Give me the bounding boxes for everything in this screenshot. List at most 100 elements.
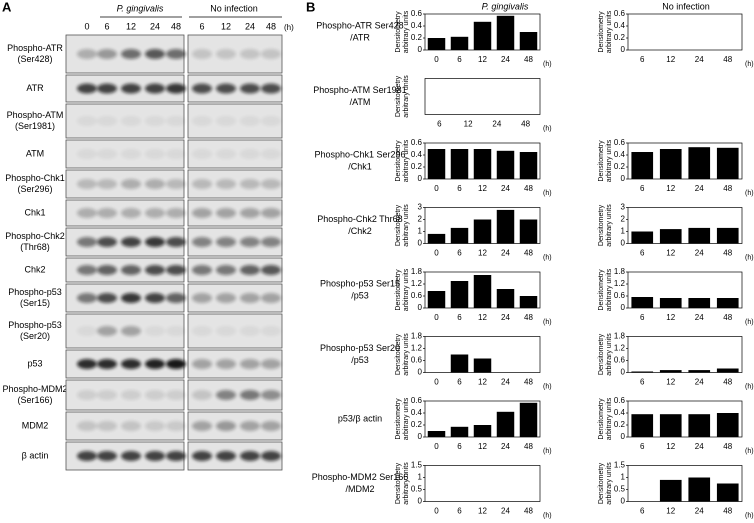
x-tick-label: 24 xyxy=(695,184,704,193)
y-tick-label: 1 xyxy=(621,473,626,482)
band xyxy=(145,237,165,247)
bar xyxy=(496,15,515,51)
time-unit: (h) xyxy=(745,190,754,197)
x-tick-label: 12 xyxy=(478,55,487,64)
lane-label: 12 xyxy=(221,21,231,31)
x-tick-label: 48 xyxy=(723,313,732,322)
row-label: (Ser428) xyxy=(17,54,52,64)
plot-frame xyxy=(627,142,743,180)
y-tick-label: 0.5 xyxy=(614,485,626,494)
row-title: Phospho-MDM2 Ser166 xyxy=(312,472,409,482)
row-label: MDM2 xyxy=(22,420,49,430)
x-tick-label: 6 xyxy=(640,55,645,64)
row-title: Phospho-ATM Ser1981 xyxy=(313,85,406,95)
band xyxy=(77,179,97,189)
x-tick-label: 48 xyxy=(524,442,533,451)
x-tick-label: 12 xyxy=(478,184,487,193)
band xyxy=(77,208,97,218)
band xyxy=(77,421,97,431)
row-label: (Ser20) xyxy=(20,331,50,341)
band xyxy=(77,390,97,400)
x-tick-label: 6 xyxy=(457,55,462,64)
x-tick-label: 12 xyxy=(478,442,487,451)
x-tick-label: 24 xyxy=(695,249,704,258)
y-axis-label: Densitometry xyxy=(598,204,605,246)
y-tick-label: 0 xyxy=(418,239,423,248)
band xyxy=(97,421,117,431)
plot-frame xyxy=(424,13,541,51)
bar xyxy=(496,150,515,179)
band xyxy=(192,293,212,303)
y-tick-label: 2 xyxy=(418,215,423,224)
y-tick-label: 0 xyxy=(418,432,423,441)
row-label: (Thr68) xyxy=(20,242,50,252)
band xyxy=(192,326,212,336)
y-axis-label: Densitometry xyxy=(395,11,402,53)
band xyxy=(145,265,165,275)
x-tick-label: 6 xyxy=(457,507,462,516)
bar xyxy=(519,402,538,437)
bar xyxy=(473,358,492,373)
bar xyxy=(519,152,538,179)
band xyxy=(121,49,141,59)
band xyxy=(145,149,165,159)
x-tick-label: 12 xyxy=(666,55,675,64)
x-tick-label: 24 xyxy=(501,55,510,64)
plot-frame xyxy=(424,400,541,438)
y-axis-label: arbitrary units xyxy=(606,333,613,376)
y-tick-label: 0.6 xyxy=(614,9,626,18)
band xyxy=(166,237,186,247)
x-tick-label: 6 xyxy=(457,249,462,258)
row-label: (Ser15) xyxy=(20,298,50,308)
x-tick-label: 48 xyxy=(524,313,533,322)
time-unit: (h) xyxy=(543,512,552,519)
bar xyxy=(427,291,446,308)
x-tick-label: 6 xyxy=(640,442,645,451)
y-tick-label: 0.6 xyxy=(614,356,626,365)
band xyxy=(97,265,117,275)
time-unit: (h) xyxy=(543,125,552,132)
y-axis-label: arbitrary units xyxy=(403,10,410,53)
band xyxy=(97,49,117,59)
band xyxy=(166,149,186,159)
x-tick-label: 12 xyxy=(478,507,487,516)
band xyxy=(77,116,97,126)
y-tick-label: 0.2 xyxy=(614,162,626,171)
y-tick-label: 0.5 xyxy=(411,485,423,494)
bar xyxy=(496,209,515,244)
row-title: Phospho-Chk2 Thr68 xyxy=(317,214,402,224)
bar xyxy=(659,149,682,179)
x-tick-label: 0 xyxy=(434,249,439,258)
y-axis-label: arbitrary units xyxy=(403,462,410,505)
band xyxy=(216,421,236,431)
y-tick-label: 1.5 xyxy=(411,461,423,470)
y-tick-label: 1.8 xyxy=(411,267,423,276)
y-axis-label: arbitrary units xyxy=(403,268,410,311)
lane-label: 48 xyxy=(171,21,181,31)
y-axis-label: arbitrary units xyxy=(403,204,410,247)
row-label: Phospho-MDM2 xyxy=(2,384,67,394)
band xyxy=(166,359,186,369)
x-tick-label: 0 xyxy=(434,442,439,451)
band xyxy=(97,83,117,94)
row-title: /MDM2 xyxy=(346,484,375,494)
band xyxy=(240,49,260,59)
y-tick-label: 0.2 xyxy=(411,33,423,42)
row-label: (Ser166) xyxy=(17,395,52,405)
time-unit: (h) xyxy=(543,448,552,455)
x-tick-label: 6 xyxy=(457,184,462,193)
bar xyxy=(631,231,654,244)
y-tick-label: 1.8 xyxy=(411,332,423,341)
plot-frame xyxy=(627,400,743,438)
x-tick-label: 24 xyxy=(695,313,704,322)
bar xyxy=(659,298,682,308)
y-tick-label: 0.4 xyxy=(614,150,626,159)
bar xyxy=(450,227,469,244)
y-tick-label: 0.6 xyxy=(614,138,626,147)
band xyxy=(261,265,281,275)
row-label: (Ser296) xyxy=(17,184,52,194)
band xyxy=(192,179,212,189)
bar xyxy=(716,368,739,373)
y-tick-label: 0 xyxy=(621,45,626,54)
x-tick-label: 6 xyxy=(640,378,645,387)
